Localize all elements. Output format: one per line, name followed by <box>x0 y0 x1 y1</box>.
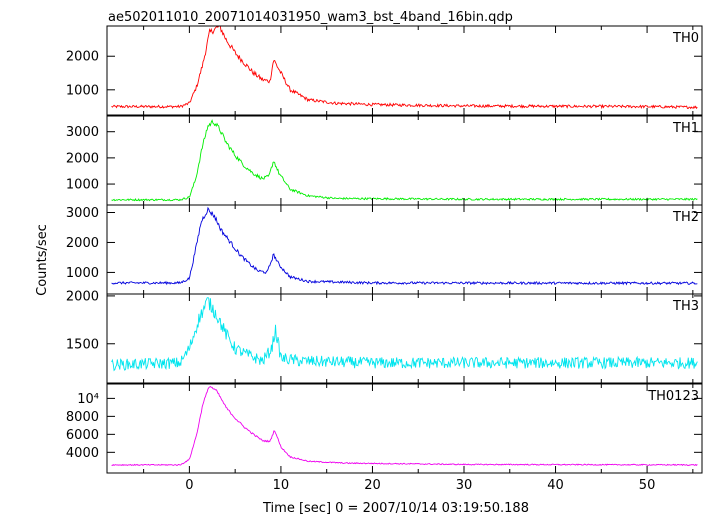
panel-label-th2: TH2 <box>672 210 699 225</box>
y-tick-label: 2000 <box>66 50 99 65</box>
x-tick-label: 40 <box>547 478 564 493</box>
y-tick-label: 2000 <box>66 236 99 251</box>
y-tick-label: 6000 <box>66 428 99 443</box>
panel-th3: 1500 2000 TH3 <box>66 289 703 384</box>
y-tick-label: 1000 <box>66 83 99 98</box>
y-tick-label: 1500 <box>66 337 99 352</box>
panel-label-th0123: TH0123 <box>647 389 699 404</box>
panel-label-th3: TH3 <box>672 299 699 314</box>
panel-frame <box>106 204 703 295</box>
y-axis-label: Counts/sec <box>35 224 50 296</box>
y-tick-label: 8000 <box>66 410 99 425</box>
x-tick-label: 30 <box>456 478 473 493</box>
y-tick-label: 1000 <box>66 266 99 281</box>
x-axis-label: Time [sec] 0 = 2007/10/14 03:19:50.188 <box>262 501 529 516</box>
series-line-th1 <box>111 119 698 202</box>
chart-title: ae502011010_20071014031950_wam3_bst_4ban… <box>108 10 513 25</box>
y-tick-label: 3000 <box>66 206 99 221</box>
x-tick-label: 50 <box>639 478 656 493</box>
panel-label-th1: TH1 <box>672 121 699 136</box>
series-line-th2 <box>111 206 698 286</box>
series-line-th0123 <box>111 385 698 467</box>
panel-frame <box>106 293 703 384</box>
x-tick-label: 10 <box>273 478 290 493</box>
y-tick-label: 1000 <box>66 178 99 193</box>
y-tick-label: 2000 <box>66 151 99 166</box>
panel-frame <box>106 383 703 474</box>
chart-panels: 1000 2000 TH0 1000 2000 3000 TH1 1000 2000 3000 TH… <box>66 25 703 493</box>
x-tick-label: 0 <box>185 478 193 493</box>
panel-th0: 1000 2000 TH0 <box>66 25 703 116</box>
panel-frame <box>106 25 703 116</box>
series-line-th3 <box>111 297 698 372</box>
y-tick-label: 10⁴ <box>77 392 99 407</box>
panel-label-th0: TH0 <box>672 31 699 46</box>
x-tick-label: 20 <box>364 478 381 493</box>
series-line-th0 <box>111 25 698 110</box>
y-tick-label: 2000 <box>66 289 99 304</box>
panel-th0123: 4000 6000 8000 10⁴ TH0123 <box>66 383 703 474</box>
panel-frame <box>106 115 703 206</box>
y-tick-label: 3000 <box>66 125 99 140</box>
panel-th2: 1000 2000 3000 TH2 <box>66 204 703 295</box>
y-tick-label: 4000 <box>66 446 99 461</box>
panel-th1: 1000 2000 3000 TH1 <box>66 115 703 206</box>
